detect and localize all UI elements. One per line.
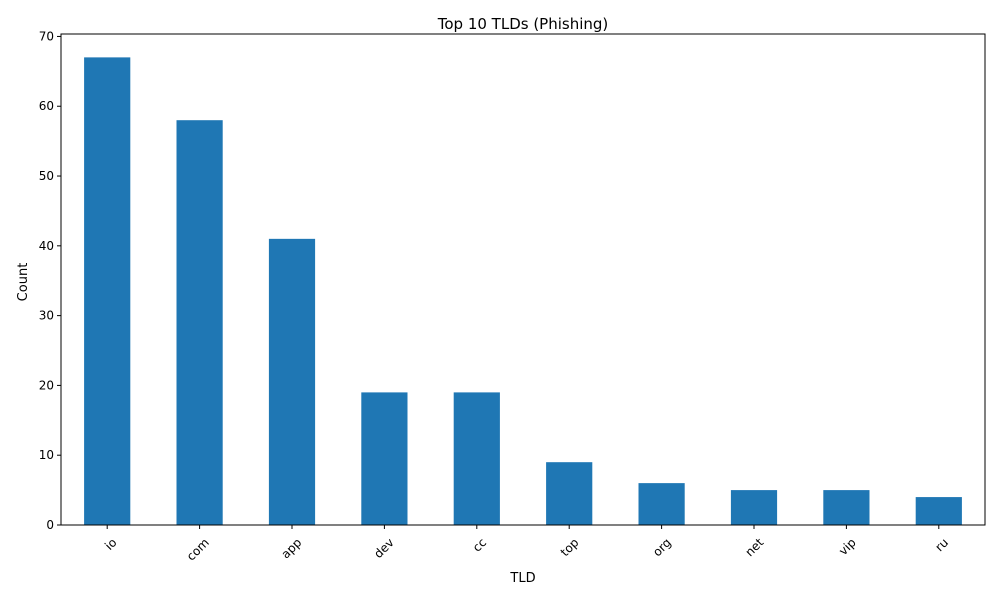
bar-top xyxy=(546,462,593,525)
y-tick-label: 70 xyxy=(39,29,54,43)
bar-cc xyxy=(453,392,500,525)
y-axis: 0 10 20 30 40 50 60 70 xyxy=(39,29,61,532)
y-tick-label: 50 xyxy=(39,169,54,183)
bar-net xyxy=(730,490,778,525)
bar-app xyxy=(268,238,316,525)
bar-io xyxy=(84,57,131,525)
bar-dev xyxy=(361,392,408,525)
y-tick-label: 30 xyxy=(39,309,54,323)
plot-frame xyxy=(60,33,986,526)
y-tick-label: 10 xyxy=(39,448,54,462)
y-tick-label: 0 xyxy=(46,518,54,532)
bar-ru xyxy=(915,497,962,525)
bars-group xyxy=(84,57,962,526)
bar-vip xyxy=(823,490,870,525)
chart-title: Top 10 TLDs (Phishing) xyxy=(437,15,609,33)
y-axis-label: Count xyxy=(16,263,31,302)
y-tick-label: 20 xyxy=(39,378,54,392)
y-tick-label: 60 xyxy=(39,99,54,113)
bar-org xyxy=(638,483,685,525)
y-tick-label: 40 xyxy=(39,239,54,253)
bar-com xyxy=(176,120,223,526)
x-axis-label: TLD xyxy=(509,571,535,586)
